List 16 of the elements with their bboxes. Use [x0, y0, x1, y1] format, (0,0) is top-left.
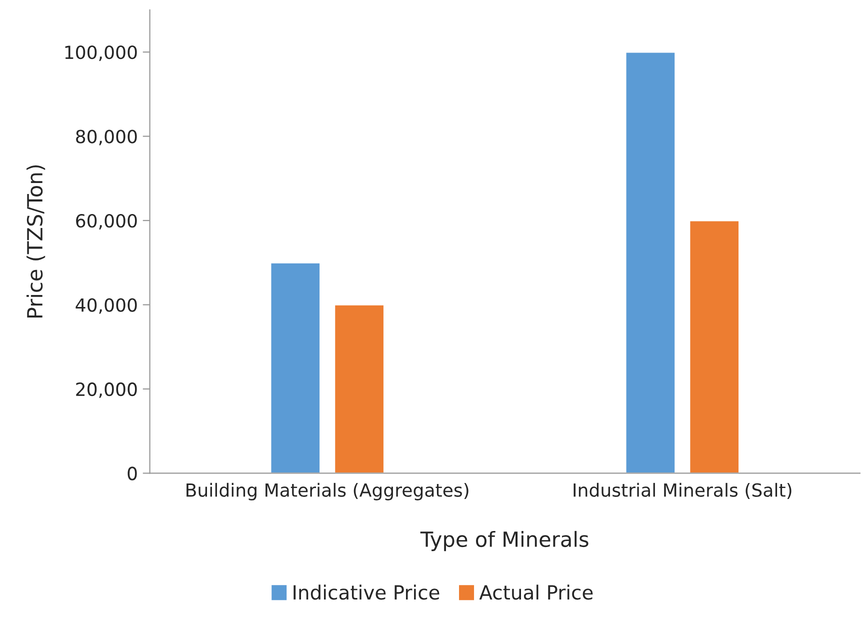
bar [688, 220, 740, 474]
bar [334, 304, 385, 474]
legend-label: Actual Price [479, 584, 593, 600]
y-tick-label: 0 [128, 466, 137, 480]
bar [270, 262, 321, 474]
x-axis-title: Type of Minerals [420, 530, 588, 552]
y-tick-label: 60,000 [76, 214, 137, 230]
bar [624, 51, 676, 474]
x-tick-label: Industrial Minerals (Salt) [574, 482, 792, 500]
y-tick-label: 20,000 [76, 382, 137, 398]
x-tick-label: Building Materials (Aggregates) [186, 482, 468, 500]
y-tick-label: 80,000 [76, 130, 137, 146]
y-tick-label: 40,000 [76, 298, 137, 314]
y-tick-label: 100,000 [65, 46, 137, 62]
legend-label: Indicative Price [294, 584, 440, 600]
y-axis-title: Price (TZS/Ton) [26, 165, 46, 318]
